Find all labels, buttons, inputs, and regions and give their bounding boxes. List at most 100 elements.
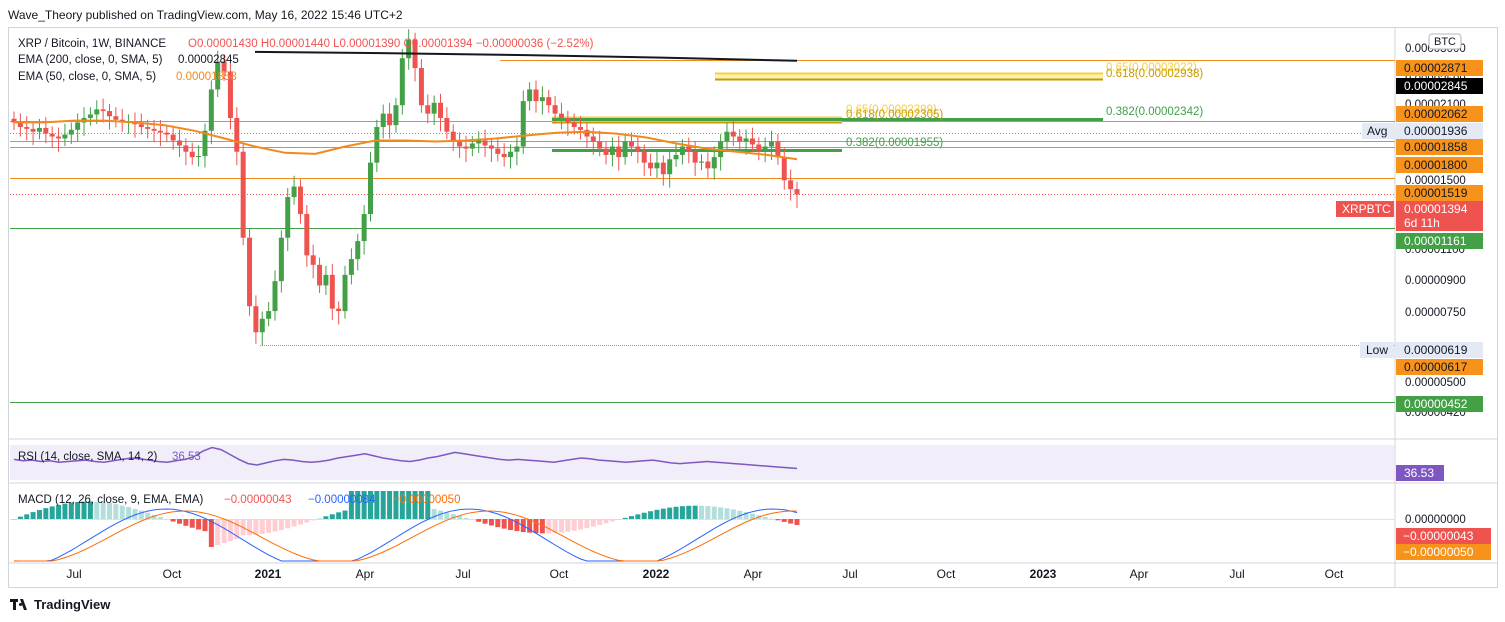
time-tick-label: Oct xyxy=(1325,567,1344,581)
candle-body xyxy=(234,117,240,152)
price-tick-label: 0.00000500 xyxy=(1405,377,1466,389)
macd-bar xyxy=(609,519,615,522)
candle xyxy=(247,228,253,316)
candle xyxy=(30,121,36,146)
macd-bar xyxy=(62,503,68,519)
macd-bar xyxy=(699,505,705,519)
candle-body xyxy=(584,129,590,137)
macd-bar xyxy=(285,519,291,529)
candle-body xyxy=(221,61,227,72)
candle-body xyxy=(177,140,183,146)
price-badge xyxy=(1396,201,1483,231)
price-badge xyxy=(1396,123,1483,139)
macd-bar xyxy=(431,508,437,519)
candle xyxy=(756,137,762,161)
macd-bar xyxy=(145,512,151,519)
candle-body xyxy=(603,148,609,155)
candle-body xyxy=(622,141,628,158)
legend-symbol: XRP / Bitcoin, 1W, BINANCE xyxy=(18,38,166,50)
candle xyxy=(100,98,106,123)
candle xyxy=(718,134,724,171)
candle xyxy=(730,120,736,147)
candle-body xyxy=(106,111,112,117)
candle-body xyxy=(342,274,348,312)
candle xyxy=(49,126,55,148)
candle-body xyxy=(508,151,514,158)
time-tick-label: Oct xyxy=(163,567,182,581)
macd-bar xyxy=(355,491,361,519)
candle-body xyxy=(546,97,552,106)
candle-body xyxy=(609,146,615,155)
macd-bar xyxy=(679,506,685,519)
macd-bar xyxy=(387,491,393,519)
macd-bar xyxy=(380,491,386,519)
time-tick-label: Apr xyxy=(356,567,375,581)
price-badge xyxy=(1396,396,1483,412)
macd-bar xyxy=(730,509,736,519)
macd-bar xyxy=(259,519,265,534)
legend-ema50-value: 0.00001858 xyxy=(176,71,237,83)
candle xyxy=(667,150,673,188)
macd-bar xyxy=(157,517,163,519)
candle-body xyxy=(762,146,768,151)
candle xyxy=(476,131,482,153)
rsi-badge xyxy=(1396,465,1444,481)
price-badge-label: 0.00001394 xyxy=(1404,202,1468,216)
candle xyxy=(329,264,335,321)
macd-bar xyxy=(737,510,743,519)
macd-bar xyxy=(56,504,62,519)
tradingview-logo-icon xyxy=(10,599,31,610)
candle-body xyxy=(164,132,170,135)
candle-body xyxy=(444,117,450,132)
macd-label: MACD (12, 26, close, 9, EMA, EMA) xyxy=(18,494,204,506)
footer: TradingView xyxy=(10,597,110,612)
price-badge-label: 0.00001161 xyxy=(1404,234,1467,248)
candle-body xyxy=(208,89,214,131)
macd-bar xyxy=(304,519,310,523)
macd-bar xyxy=(641,512,647,519)
candle-body xyxy=(291,186,297,198)
candle xyxy=(609,137,615,167)
macd-bar xyxy=(635,514,641,519)
macd-bar xyxy=(164,519,170,520)
signal-badge-label: −0.00000050 xyxy=(1403,545,1474,559)
time-tick-label: Jul xyxy=(66,567,81,581)
candle-body xyxy=(635,146,641,152)
fib-label: 0.65(0.00003022) xyxy=(1106,62,1197,74)
candle xyxy=(527,82,533,111)
macd-bar xyxy=(762,516,768,519)
candle xyxy=(297,179,303,224)
macd-bar xyxy=(508,519,514,530)
macd-bar xyxy=(183,519,189,526)
macd-bar xyxy=(711,506,717,519)
macd-bar xyxy=(361,491,367,519)
candle xyxy=(762,137,768,163)
candle xyxy=(501,143,507,167)
fib-label: 0.618(0.00002305) xyxy=(846,109,943,121)
symbol-tag-label: XRPBTC xyxy=(1342,202,1391,216)
countdown-label: 6d 11h xyxy=(1404,216,1440,230)
time-tick-label: Jul xyxy=(1229,567,1244,581)
macd-bar xyxy=(438,510,444,519)
macd-bar xyxy=(11,519,17,520)
candle-body xyxy=(431,102,437,114)
candle-body xyxy=(145,127,151,129)
candle-body xyxy=(539,97,545,102)
macd-bar xyxy=(584,519,590,529)
candle-body xyxy=(317,264,323,286)
time-tick-label: Oct xyxy=(937,567,956,581)
legend-ohlc: O0.00001430 H0.00001440 L0.00001390 C0.0… xyxy=(188,38,594,50)
macd-bar xyxy=(36,510,42,519)
macd-bar xyxy=(17,516,23,519)
signal-badge xyxy=(1396,544,1491,560)
macd-bar xyxy=(106,503,112,519)
candle-body xyxy=(495,148,501,154)
candles xyxy=(11,29,800,346)
candle xyxy=(387,102,393,139)
rsi-badge-label: 36.53 xyxy=(1404,466,1434,480)
macd-value: −0.00000084 xyxy=(308,494,376,506)
macd-bar xyxy=(418,491,424,519)
candle xyxy=(253,295,259,344)
candle xyxy=(635,135,641,164)
